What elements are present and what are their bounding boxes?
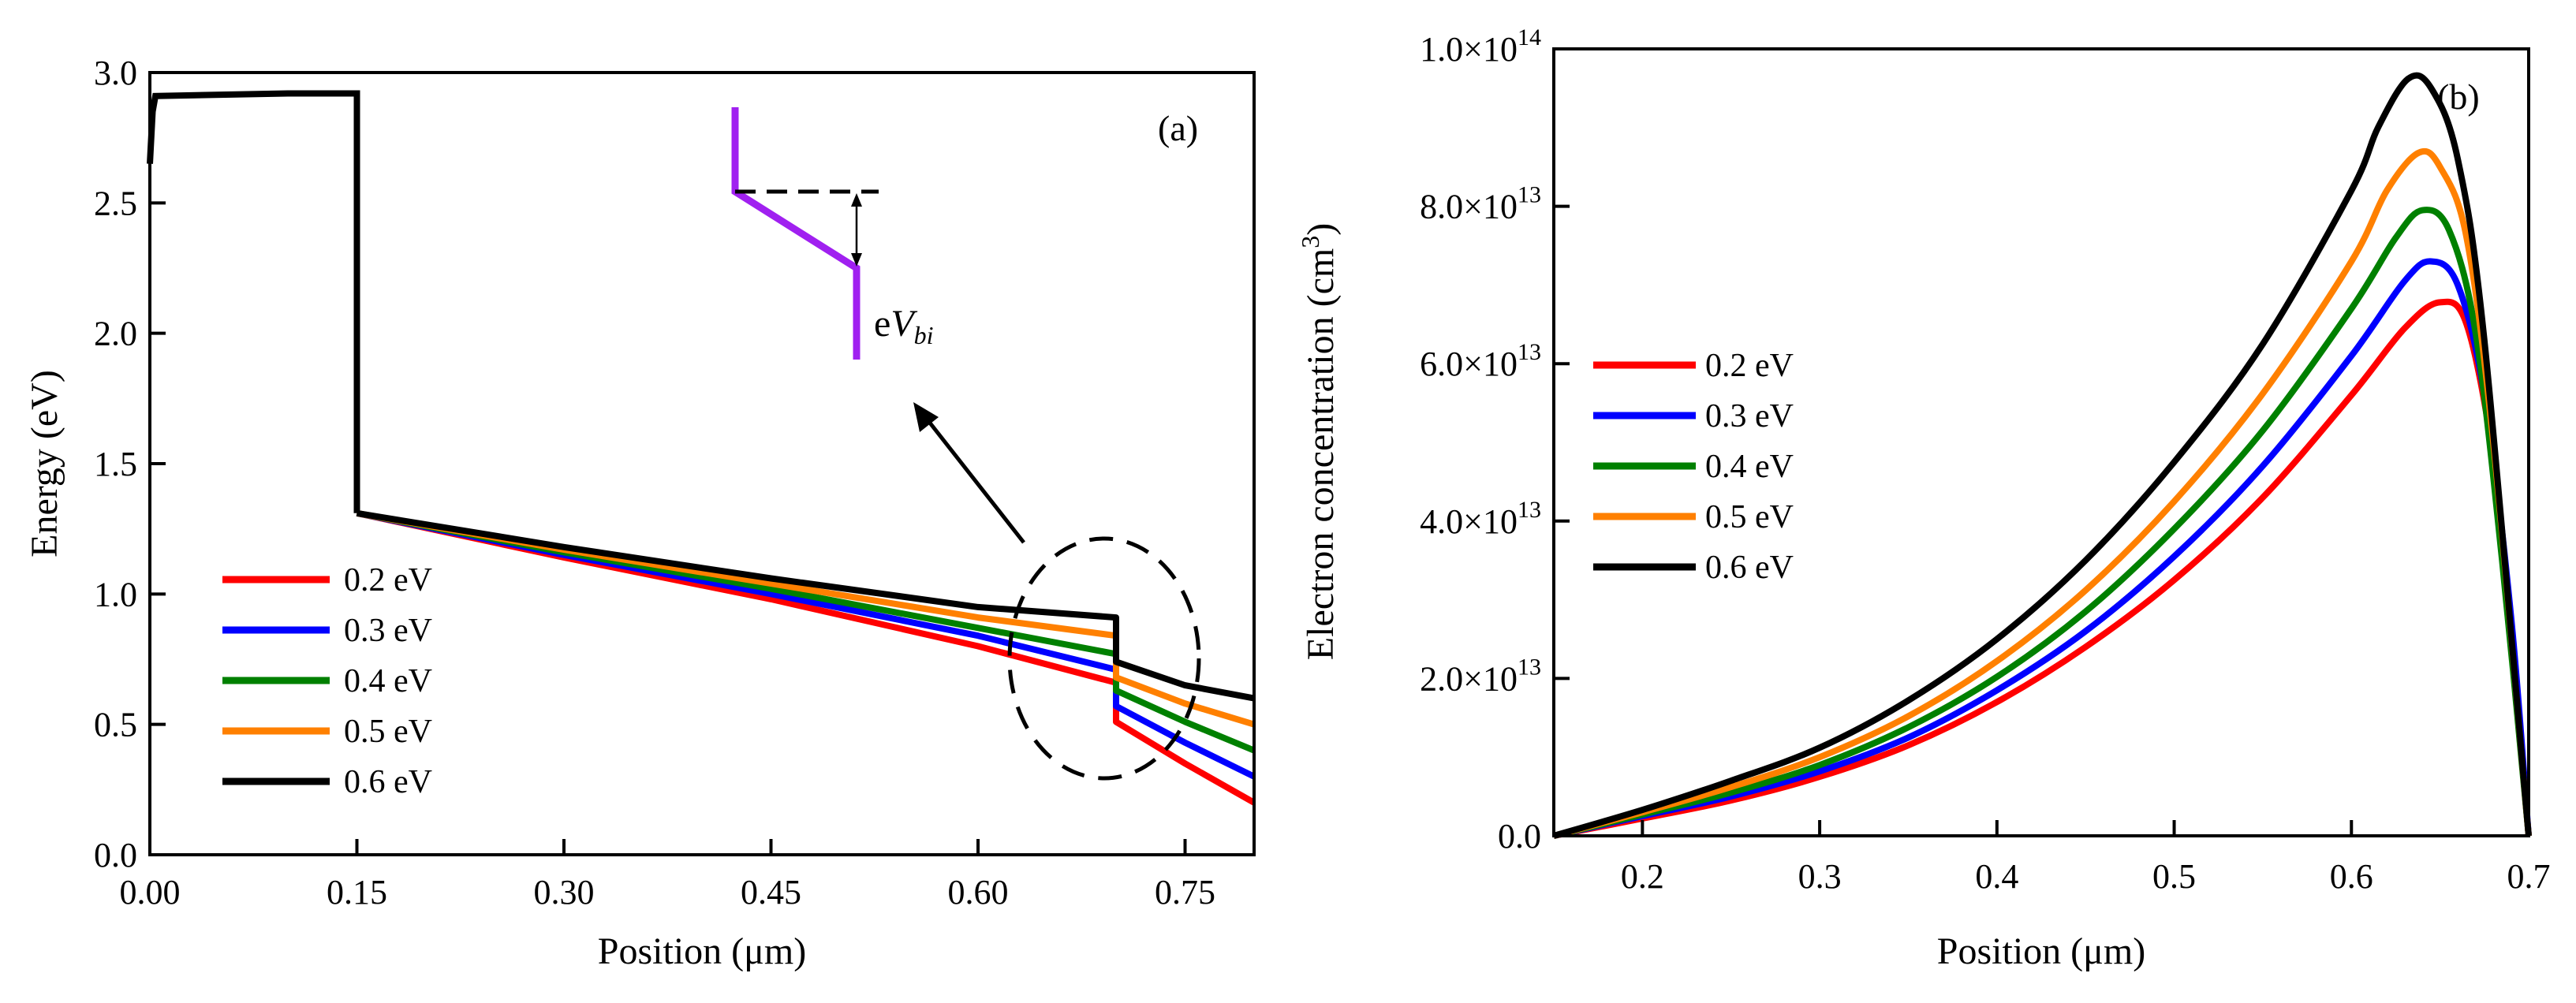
panel-b-x-tick-label: 0.6 bbox=[2330, 857, 2373, 896]
panel-b-x-tick-label: 0.2 bbox=[1621, 857, 1664, 896]
panel-a-x-tick-label: 0.30 bbox=[534, 873, 595, 912]
panel-a-y-tick-label: 1.5 bbox=[94, 445, 137, 483]
panel-b-y-tick-label: 6.0×1013 bbox=[1420, 339, 1541, 383]
inset-band-edge bbox=[731, 107, 861, 360]
panel-a-label: (a) bbox=[1158, 108, 1198, 148]
panel-a-frame bbox=[148, 71, 1256, 856]
panel-a-legend-label: 0.3 eV bbox=[344, 613, 432, 649]
panel-a-series-line-0-6-eV bbox=[356, 509, 1255, 702]
panel-a-y-tick-label: 2.5 bbox=[94, 184, 137, 222]
panel-a-series-line-0-3-eV bbox=[356, 509, 1256, 780]
panel-b-x-tick-label: 0.5 bbox=[2152, 857, 2196, 896]
panel-b-series-line-0-4-eV bbox=[1553, 207, 2532, 839]
panel-b-y-tick-label: 0.0 bbox=[1498, 817, 1541, 856]
panel-a-x-tick-label: 0.00 bbox=[120, 873, 181, 912]
panel-b-x-tick-label: 0.7 bbox=[2507, 857, 2551, 896]
panel-a-common-band-segment bbox=[147, 90, 360, 513]
panel-a-legend-label: 0.6 eV bbox=[344, 764, 432, 800]
panel-a-curves bbox=[147, 90, 1256, 806]
panel-a-x-tick-label: 0.75 bbox=[1155, 873, 1215, 912]
panel-a: 0.00 0.15 0.30 0.45 0.60 0.75 0.0 0.5 1.0 1.5 2.0 2… bbox=[24, 54, 1256, 972]
panel-b-x-tick-label: 0.4 bbox=[1975, 857, 2018, 896]
inset-arrowhead-up bbox=[851, 193, 862, 207]
panel-b-y-axis-title: Electron concentration (cm3) bbox=[1296, 223, 1342, 660]
panel-a-x-tick-label: 0.15 bbox=[327, 873, 387, 912]
panel-a-y-tick-label: 1.0 bbox=[94, 575, 137, 613]
inset-ebi-label: eVbi bbox=[874, 303, 934, 349]
panel-a-pointer-arrowhead bbox=[913, 402, 939, 432]
panel-b-x-axis-title: Position (μm) bbox=[1937, 930, 2145, 972]
panel-a-highlight-ellipse bbox=[1007, 536, 1201, 781]
panel-a-series-line-0-2-eV bbox=[356, 509, 1256, 806]
panel-a-y-tick-label: 3.0 bbox=[94, 54, 137, 92]
panel-a-x-tick-label: 0.60 bbox=[948, 873, 1009, 912]
panel-a-x-axis-title: Position (μm) bbox=[598, 930, 806, 972]
panel-b-y-tick-label: 1.0×1014 bbox=[1420, 24, 1541, 69]
panel-b-legend-label: 0.3 eV bbox=[1705, 398, 1794, 434]
panel-b-legend-label: 0.5 eV bbox=[1705, 499, 1794, 535]
panel-a-legend-label: 0.2 eV bbox=[344, 562, 432, 598]
panel-a-series-line-0-4-eV bbox=[356, 509, 1256, 754]
panel-b-series-line-0-2-eV bbox=[1553, 298, 2532, 839]
panel-b-legend-label: 0.6 eV bbox=[1705, 550, 1794, 586]
panel-a-legend: 0.2 eV 0.3 eV 0.4 eV 0.5 eV 0.6 eV bbox=[222, 562, 432, 800]
panel-b-x-tick-label: 0.3 bbox=[1798, 857, 1842, 896]
panel-b-curves bbox=[1552, 72, 2532, 839]
panel-a-legend-label: 0.4 eV bbox=[344, 663, 432, 699]
panel-b-series-line-0-5-eV bbox=[1552, 147, 2532, 839]
panel-b-series-line-0-3-eV bbox=[1553, 258, 2532, 839]
panel-a-y-tick-label: 0.5 bbox=[94, 706, 137, 744]
inset-arrowhead-down bbox=[851, 253, 862, 267]
panel-a-legend-label: 0.5 eV bbox=[344, 714, 432, 750]
panel-a-y-axis-title: Energy (eV) bbox=[24, 370, 65, 557]
panel-a-y-tick-label: 0.0 bbox=[94, 836, 137, 874]
panel-b: 0.2 0.3 0.4 0.5 0.6 0.7 0.0 2.0×1013 4.0×1013 6.0… bbox=[1296, 24, 2551, 972]
panel-b-label: (b) bbox=[2437, 76, 2480, 117]
panel-a-x-tick-label: 0.45 bbox=[741, 873, 801, 912]
panel-b-ticks: 0.2 0.3 0.4 0.5 0.6 0.7 0.0 2.0×1013 4.0×1013 6.0… bbox=[1420, 24, 2550, 896]
panel-b-y-tick-label: 4.0×1013 bbox=[1420, 497, 1541, 541]
panel-a-ticks: 0.00 0.15 0.30 0.45 0.60 0.75 0.0 0.5 1.0 1.5 2.0 2… bbox=[94, 54, 1215, 912]
panel-b-legend-label: 0.2 eV bbox=[1705, 348, 1794, 384]
panel-b-y-tick-label: 2.0×1013 bbox=[1420, 654, 1541, 698]
band-offset-inset: eVbi bbox=[731, 107, 934, 360]
panel-b-legend: 0.2 eV 0.3 eV 0.4 eV 0.5 eV 0.6 eV bbox=[1593, 348, 1794, 586]
panel-b-frame bbox=[1552, 47, 2530, 837]
panel-b-y-tick-label: 8.0×1013 bbox=[1420, 182, 1541, 226]
panel-b-series-line-0-6-eV bbox=[1552, 72, 2532, 839]
panel-a-pointer-arrow bbox=[928, 420, 1025, 544]
panel-b-legend-label: 0.4 eV bbox=[1705, 449, 1794, 485]
panel-a-y-tick-label: 2.0 bbox=[94, 315, 137, 353]
